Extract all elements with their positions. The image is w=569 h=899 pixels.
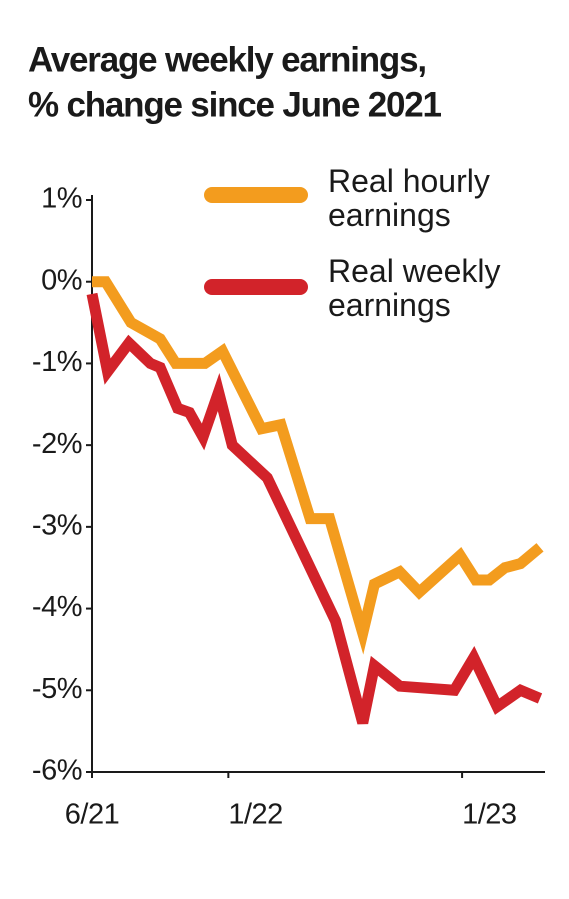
y-tick-label: -1% bbox=[32, 346, 82, 378]
chart-title: % change since June 2021 bbox=[28, 85, 442, 124]
y-tick-label: -3% bbox=[32, 510, 82, 542]
x-tick-label: 6/21 bbox=[65, 799, 119, 831]
y-tick-label: -6% bbox=[32, 755, 82, 787]
series-line bbox=[92, 276, 544, 655]
y-tick-label: -2% bbox=[32, 428, 82, 460]
y-tick-label: 0% bbox=[41, 264, 82, 296]
x-tick-label: 1/22 bbox=[228, 799, 282, 831]
x-tick-label: 1/23 bbox=[462, 799, 516, 831]
series-line bbox=[86, 292, 543, 725]
y-tick-label: -5% bbox=[32, 673, 82, 705]
y-tick-label: -4% bbox=[32, 591, 82, 623]
y-tick-label: 1% bbox=[41, 183, 82, 215]
legend-label: Real hourly earnings bbox=[328, 163, 490, 233]
legend-label: Real weekly earnings bbox=[328, 253, 501, 323]
chart-title: Average weekly earnings, bbox=[28, 40, 426, 79]
